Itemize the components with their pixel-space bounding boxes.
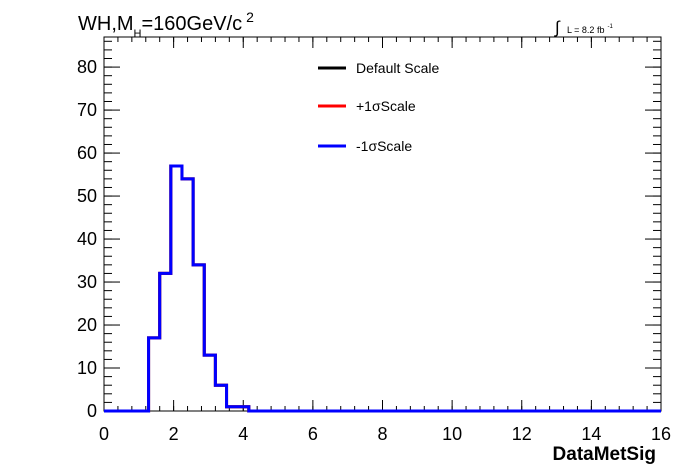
x-tick-labels: 0 2 4 6 8 10 12 14 16 (99, 424, 671, 444)
histogram-series-0 (104, 164, 661, 413)
x-tick-label: 2 (169, 424, 179, 444)
legend-label-plus: +1σScale (356, 98, 416, 114)
x-tick-label: 12 (512, 424, 532, 444)
y-tick-label: 0 (87, 401, 97, 421)
y-tick-label: 70 (77, 100, 97, 120)
legend: Default Scale +1σScale -1σScale (318, 60, 439, 154)
y-tick-label: 60 (77, 143, 97, 163)
histogram-series-2 (104, 164, 661, 413)
x-tick-label: 8 (377, 424, 387, 444)
y-tick-label: 50 (77, 186, 97, 206)
x-tick-label: 10 (442, 424, 462, 444)
y-tick-label: 80 (77, 57, 97, 77)
series-group (104, 164, 661, 413)
x-tick-label: 14 (581, 424, 601, 444)
lumi-text: L = 8.2 fb (567, 25, 604, 35)
legend-label-default: Default Scale (356, 60, 439, 76)
plot-frame (103, 36, 662, 412)
y-tick-label: 40 (77, 229, 97, 249)
x-tick-label: 4 (238, 424, 248, 444)
chart-title: WH,MH=160GeV/c 2 (78, 9, 254, 40)
title-subscript: H (134, 28, 142, 40)
lumi-superscript: -1 (607, 24, 613, 30)
title-main: WH,M (78, 13, 134, 35)
lumi-integral-symbol: ∫ (554, 18, 561, 37)
x-tick-label: 0 (99, 424, 109, 444)
histogram-series-1 (104, 164, 661, 413)
y-tick-labels: 0 10 20 30 40 50 60 70 80 (77, 57, 97, 421)
x-axis-label: DataMetSig (553, 444, 656, 465)
x-tick-label: 6 (308, 424, 318, 444)
y-tick-label: 20 (77, 315, 97, 335)
y-tick-label: 30 (77, 272, 97, 292)
lumi-label: L = 8.2 fb -1 (567, 24, 613, 35)
title-rest: =160GeV/c (142, 13, 243, 35)
x-tick-label: 16 (651, 424, 671, 444)
y-tick-label: 10 (77, 358, 97, 378)
legend-label-minus: -1σScale (356, 138, 412, 154)
title-superscript: 2 (246, 9, 254, 25)
axis-ticks (103, 37, 662, 412)
